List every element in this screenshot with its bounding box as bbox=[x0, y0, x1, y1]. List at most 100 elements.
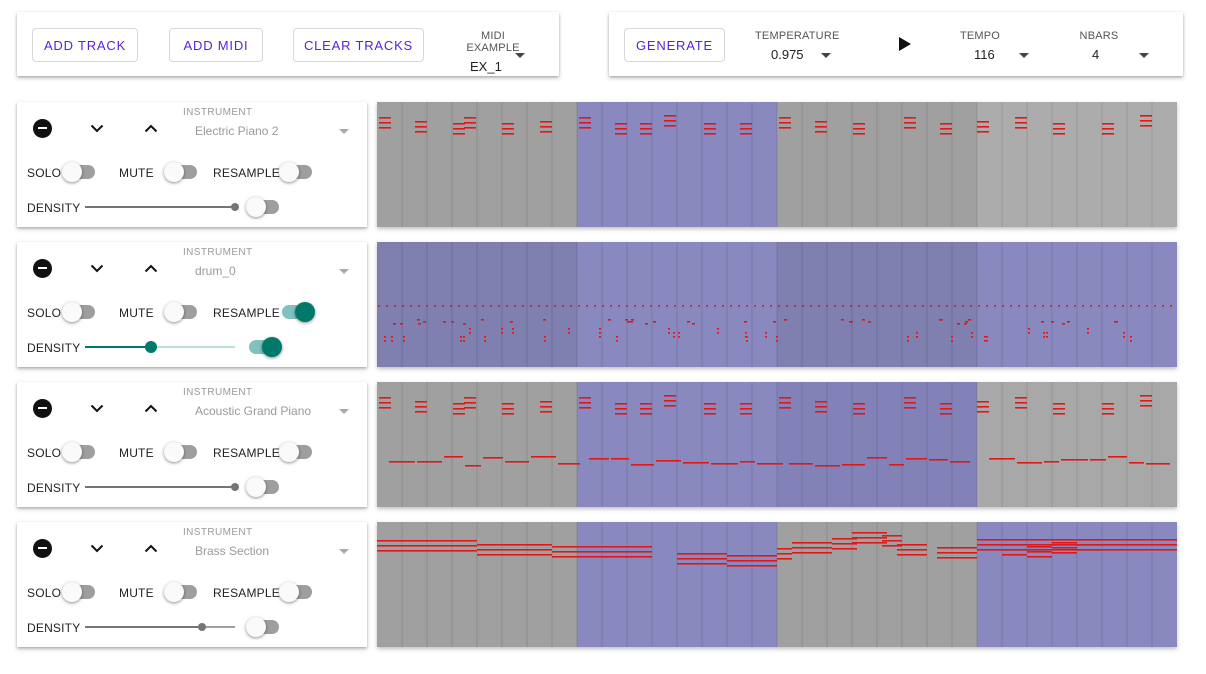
density-slider[interactable] bbox=[85, 481, 239, 493]
note bbox=[615, 128, 627, 130]
move-up-button[interactable] bbox=[139, 116, 163, 140]
mute-toggle[interactable] bbox=[164, 162, 200, 182]
tempo-select[interactable]: TEMPO 116 bbox=[945, 30, 1029, 62]
generate-toolbar: GENERATE TEMPERATURE 0.975 TEMPO 116 NBA… bbox=[609, 12, 1183, 76]
instrument-select[interactable]: Acoustic Grand Piano bbox=[195, 404, 312, 418]
bar-region bbox=[777, 102, 977, 227]
piano-roll[interactable] bbox=[377, 382, 1177, 507]
note bbox=[466, 305, 468, 307]
note bbox=[815, 465, 840, 467]
note bbox=[379, 122, 391, 124]
density-toggle[interactable] bbox=[246, 197, 282, 217]
add-track-button[interactable]: ADD TRACK bbox=[32, 28, 138, 62]
instrument-select[interactable]: Electric Piano 2 bbox=[195, 124, 279, 138]
mute-toggle[interactable] bbox=[164, 302, 200, 322]
nbars-select[interactable]: NBARS 4 bbox=[1075, 30, 1149, 62]
move-up-button[interactable] bbox=[139, 256, 163, 280]
instrument-select[interactable]: drum_0 bbox=[195, 264, 236, 278]
instrument-select[interactable]: Brass Section bbox=[195, 544, 270, 558]
note bbox=[498, 305, 500, 307]
note bbox=[615, 403, 627, 405]
density-toggle[interactable] bbox=[246, 617, 282, 637]
note bbox=[544, 336, 546, 338]
mute-label: MUTE bbox=[119, 446, 154, 460]
note bbox=[664, 405, 676, 407]
note bbox=[907, 336, 909, 338]
density-toggle[interactable] bbox=[246, 477, 282, 497]
density-slider[interactable] bbox=[85, 621, 235, 633]
mute-label: MUTE bbox=[119, 306, 154, 320]
resample-toggle[interactable] bbox=[279, 162, 315, 182]
add-midi-button[interactable]: ADD MIDI bbox=[169, 28, 263, 62]
note bbox=[1140, 125, 1152, 127]
remove-track-button[interactable] bbox=[30, 396, 54, 420]
note bbox=[852, 537, 887, 539]
mute-toggle[interactable] bbox=[164, 442, 200, 462]
note bbox=[970, 305, 972, 307]
note bbox=[740, 123, 752, 125]
generate-button[interactable]: GENERATE bbox=[624, 28, 725, 62]
remove-track-button[interactable] bbox=[30, 116, 54, 140]
resample-toggle[interactable] bbox=[279, 302, 315, 322]
note bbox=[615, 133, 627, 135]
note bbox=[849, 321, 852, 323]
density-slider[interactable] bbox=[85, 201, 239, 213]
note bbox=[882, 545, 902, 547]
temperature-label: TEMPERATURE bbox=[755, 30, 840, 42]
note bbox=[653, 321, 656, 323]
note bbox=[727, 565, 777, 567]
remove-track-button[interactable] bbox=[30, 256, 54, 280]
solo-toggle[interactable] bbox=[62, 442, 98, 462]
note bbox=[615, 408, 627, 410]
note bbox=[929, 459, 948, 461]
temperature-select[interactable]: TEMPERATURE 0.975 bbox=[755, 30, 840, 62]
note bbox=[1170, 305, 1172, 307]
note bbox=[777, 553, 792, 555]
solo-toggle[interactable] bbox=[62, 582, 98, 602]
note bbox=[477, 544, 552, 546]
mute-toggle[interactable] bbox=[164, 582, 200, 602]
move-down-button[interactable] bbox=[85, 396, 109, 420]
solo-toggle[interactable] bbox=[62, 302, 98, 322]
move-up-button[interactable] bbox=[139, 396, 163, 420]
piano-roll[interactable] bbox=[377, 522, 1177, 647]
move-down-button[interactable] bbox=[85, 116, 109, 140]
note bbox=[664, 120, 676, 122]
remove-track-button[interactable] bbox=[30, 536, 54, 560]
note bbox=[1043, 332, 1045, 334]
bar-region bbox=[777, 242, 977, 367]
move-up-button[interactable] bbox=[139, 536, 163, 560]
note bbox=[502, 123, 514, 125]
note bbox=[714, 305, 716, 307]
piano-roll[interactable] bbox=[377, 102, 1177, 227]
solo-toggle[interactable] bbox=[62, 162, 98, 182]
resample-toggle[interactable] bbox=[279, 582, 315, 602]
note bbox=[423, 321, 426, 323]
piano-roll[interactable] bbox=[377, 242, 1177, 367]
move-down-button[interactable] bbox=[85, 256, 109, 280]
note bbox=[1146, 463, 1170, 465]
note bbox=[377, 550, 477, 552]
note bbox=[481, 319, 484, 321]
play-button[interactable] bbox=[893, 32, 917, 56]
note bbox=[664, 125, 676, 127]
note bbox=[1015, 127, 1027, 129]
density-toggle[interactable] bbox=[246, 337, 282, 357]
midi-example-select[interactable]: MIDI EXAMPLE EX_1 bbox=[453, 30, 533, 74]
note bbox=[599, 332, 601, 334]
clear-tracks-button[interactable]: CLEAR TRACKS bbox=[293, 28, 424, 62]
resample-toggle[interactable] bbox=[279, 442, 315, 462]
density-slider[interactable] bbox=[85, 341, 235, 353]
resample-label: RESAMPLE bbox=[213, 586, 280, 600]
note bbox=[1102, 128, 1114, 130]
note bbox=[704, 133, 716, 135]
temperature-value: 0.975 bbox=[771, 47, 804, 62]
note bbox=[1098, 305, 1100, 307]
note bbox=[994, 305, 996, 307]
note bbox=[762, 305, 764, 307]
note bbox=[1140, 405, 1152, 407]
note bbox=[568, 332, 570, 334]
move-down-button[interactable] bbox=[85, 536, 109, 560]
note bbox=[1140, 395, 1152, 397]
note bbox=[898, 305, 900, 307]
